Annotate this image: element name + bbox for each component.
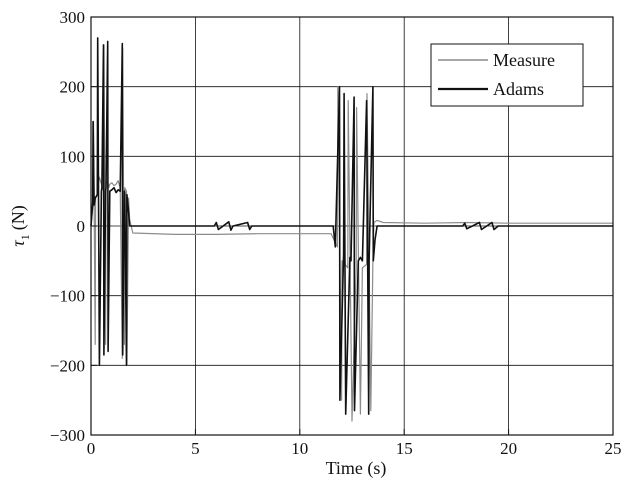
y-axis-symbol: τ xyxy=(8,240,28,247)
y-tick-label: −100 xyxy=(50,287,85,306)
y-axis-label: τ1 (N) xyxy=(8,205,32,246)
x-tick-label: 25 xyxy=(605,439,622,458)
x-tick-label: 0 xyxy=(87,439,96,458)
y-tick-label: 100 xyxy=(60,147,86,166)
y-axis-subscript: 1 xyxy=(18,234,32,240)
y-tick-label: 300 xyxy=(60,8,86,27)
x-tick-label: 15 xyxy=(396,439,413,458)
series-line-adams xyxy=(90,37,613,415)
y-tick-label: −200 xyxy=(50,356,85,375)
legend-box xyxy=(430,43,584,107)
y-tick-label: −300 xyxy=(50,426,85,445)
y-axis-unit: (N) xyxy=(8,205,29,230)
legend-label-measure: Measure xyxy=(493,50,555,70)
legend-label-adams: Adams xyxy=(493,79,544,99)
series-lines xyxy=(90,37,613,422)
y-tick-label: 200 xyxy=(60,78,86,97)
legend: Measure Adams xyxy=(430,43,584,107)
x-tick-label: 20 xyxy=(500,439,517,458)
axis-ticks: 0 5 10 15 20 25 −300 −200 −100 0 100 200 300 xyxy=(50,8,622,458)
x-tick-label: 10 xyxy=(291,439,308,458)
y-tick-label: 0 xyxy=(77,217,86,236)
x-tick-label: 5 xyxy=(191,439,200,458)
x-axis-label: Time (s) xyxy=(326,458,387,479)
